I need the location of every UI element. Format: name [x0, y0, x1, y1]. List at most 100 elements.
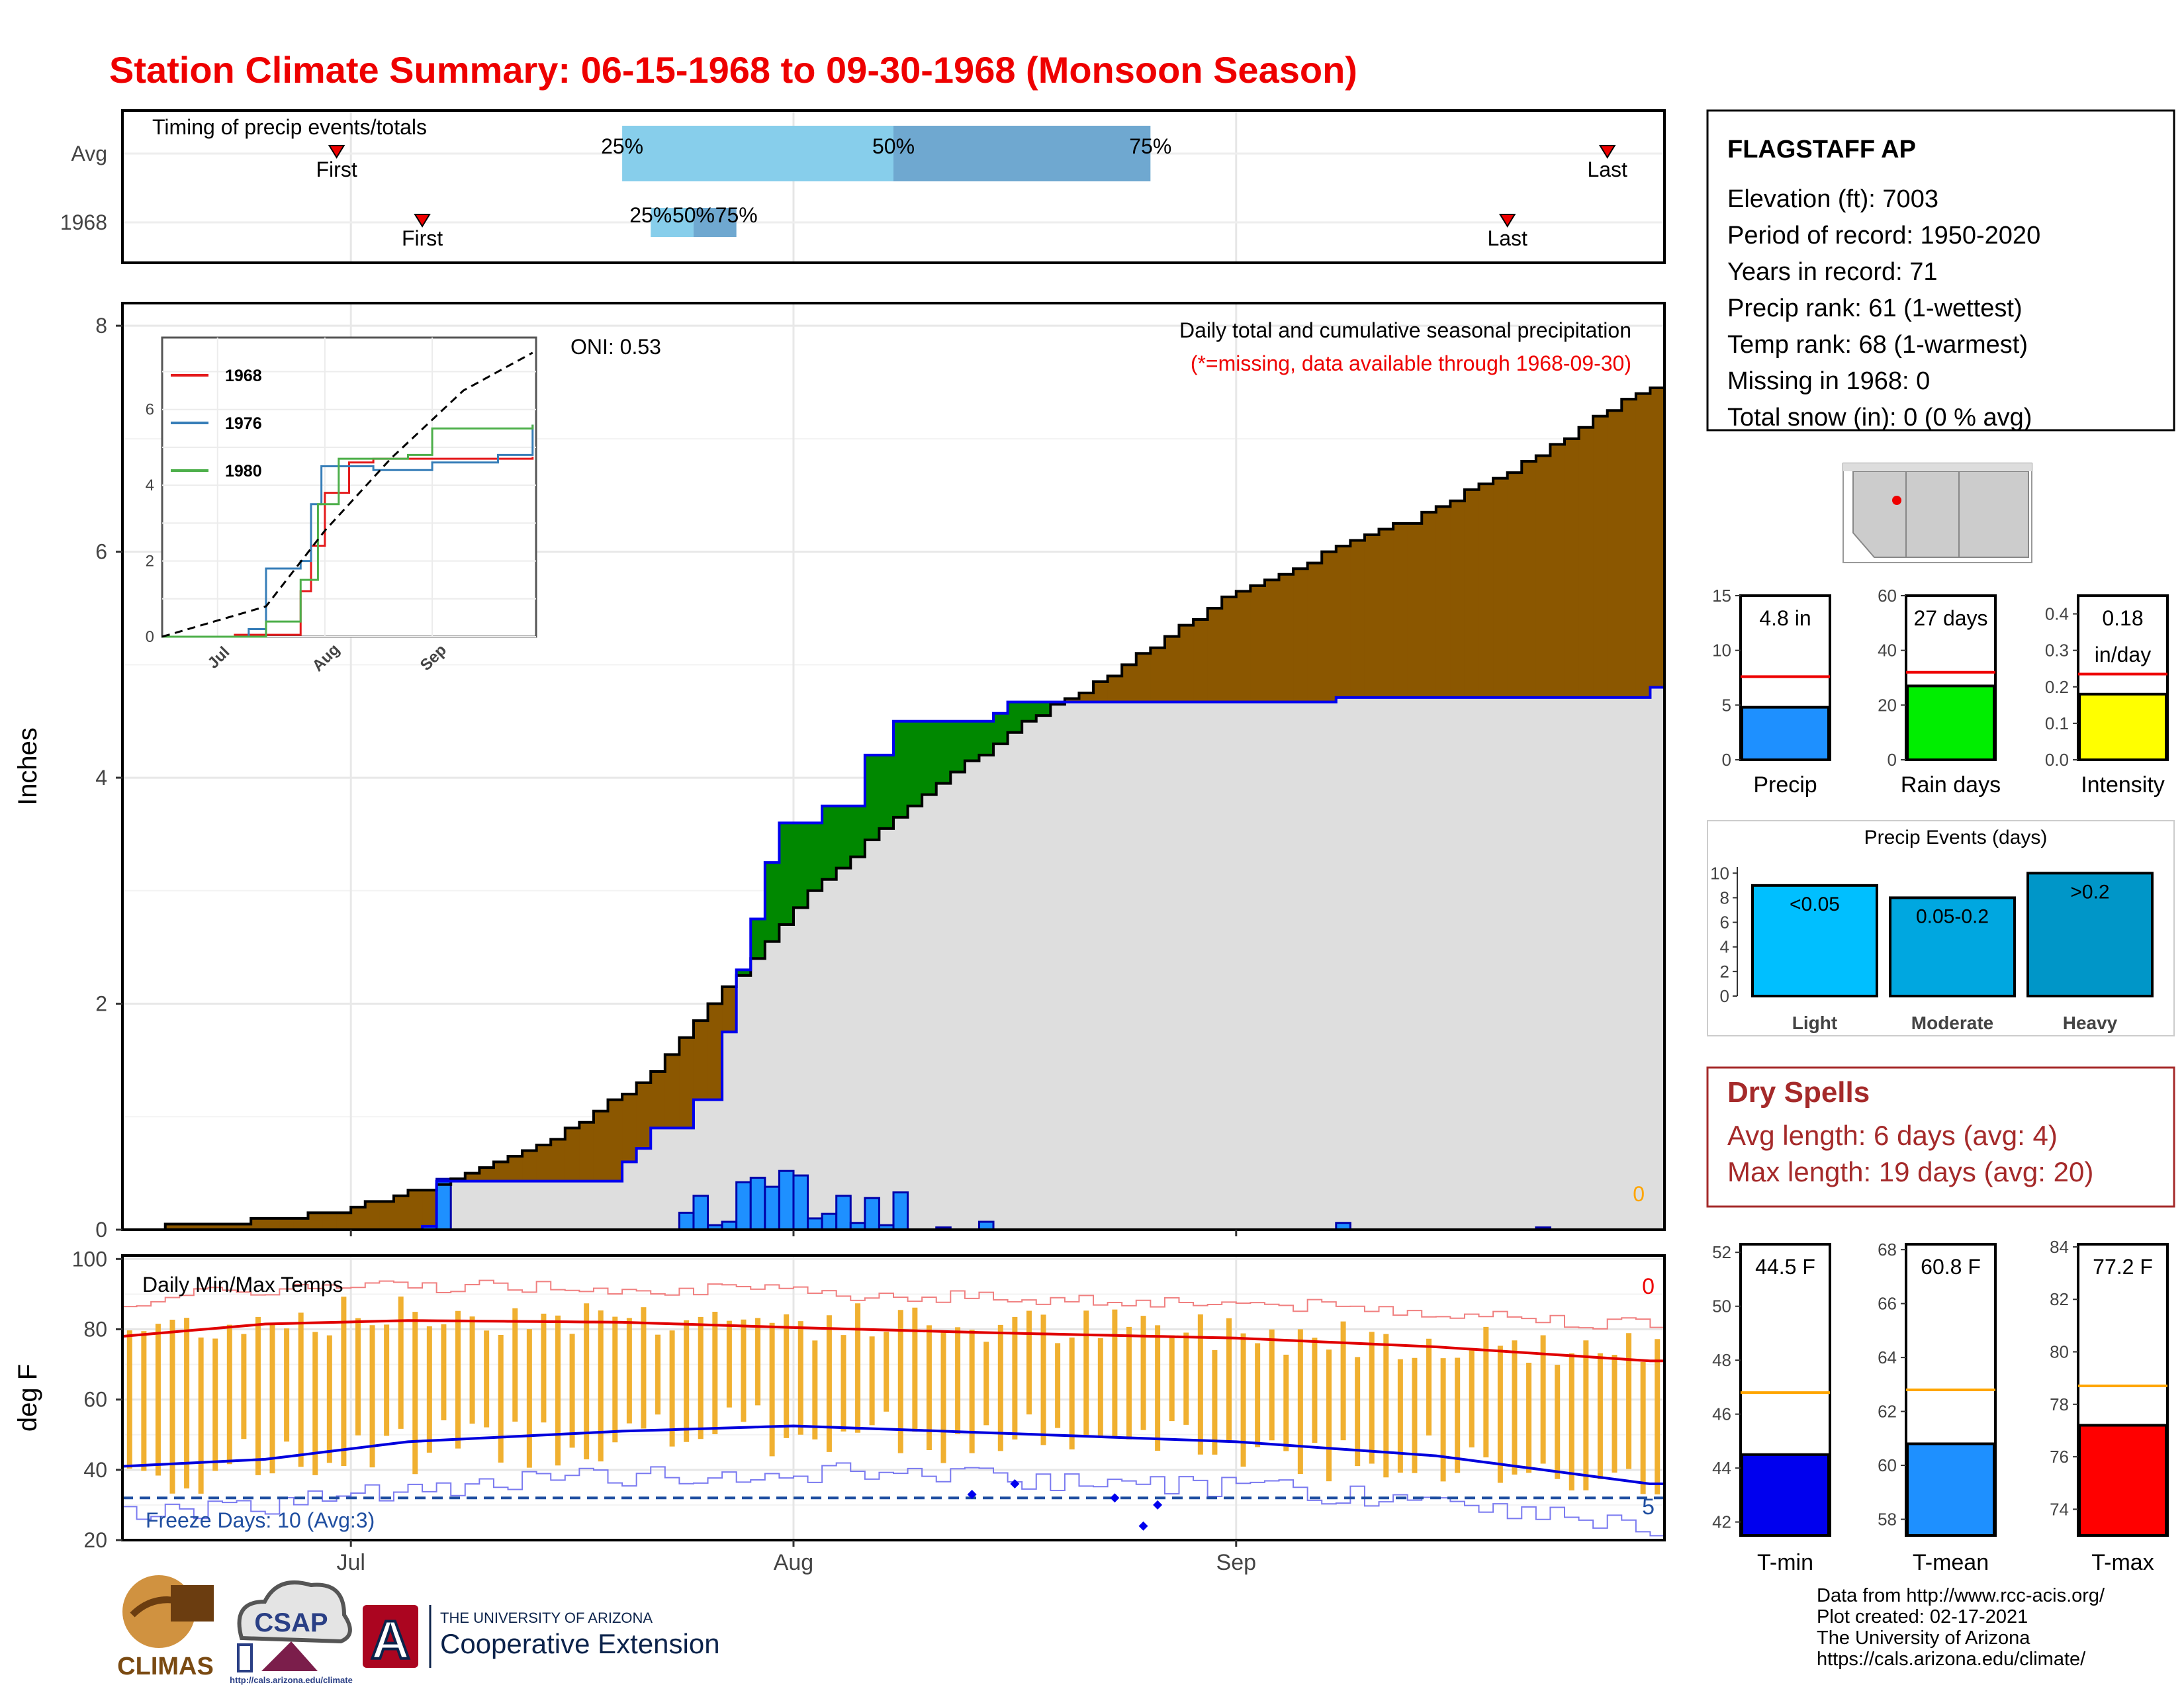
freeze-marker: [967, 1489, 977, 1499]
deficit-fill: [1064, 698, 1079, 702]
events-category-label: Light: [1792, 1013, 1837, 1033]
surplus-fill: [836, 805, 851, 868]
deficit-fill: [1407, 523, 1422, 698]
surplus-fill: [1036, 702, 1051, 716]
deficit-fill: [608, 1099, 623, 1181]
deficit-fill: [165, 1224, 180, 1230]
temp-bar-value: [2078, 1424, 2167, 1537]
deficit-fill: [308, 1212, 323, 1230]
precip-subtitle: Daily total and cumulative seasonal prec…: [1179, 318, 1631, 342]
timing-row-avg-label: Avg: [71, 142, 107, 165]
deficit-fill: [393, 1195, 408, 1230]
inset-legend-label: 1980: [225, 462, 262, 480]
bar-panel-tick-label: 15: [1712, 586, 1731, 606]
events-category-label: Moderate: [1911, 1013, 1993, 1033]
footer-line-created: Plot created: 02-17-2021: [1817, 1606, 2028, 1627]
deficit-fill: [1535, 455, 1551, 698]
temp-x-tick-label: Aug: [774, 1550, 814, 1575]
deficit-fill: [1464, 489, 1480, 698]
events-tick-label: 0: [1720, 986, 1729, 1006]
deficit-fill: [651, 1071, 666, 1128]
temp-bar-tick-label: 60: [1878, 1455, 1897, 1475]
station-elevation: Elevation (ft): 7003: [1727, 185, 1938, 213]
deficit-fill: [1093, 681, 1109, 702]
deficit-fill: [422, 1190, 437, 1226]
bar-panel-name: Intensity: [2081, 772, 2165, 798]
locator-map: [1843, 463, 2032, 563]
footer-credits: Data from http://www.rcc-acis.org/ Plot …: [1817, 1585, 2105, 1670]
temp-title: Daily Min/Max Temps: [142, 1273, 343, 1297]
deficit-fill: [465, 1173, 480, 1181]
temperature-bar-panels: 44.5 F T-min 42 44 46 48 50 52 60.8 F T-mean 58 60 6…: [1712, 1237, 2169, 1575]
inset-legend-label: 1976: [225, 414, 262, 433]
temp-y-tick-label: 20: [83, 1528, 107, 1552]
surplus-fill: [779, 823, 794, 925]
timing-p50-label: 50%: [872, 134, 915, 158]
timing-first-marker: [414, 214, 431, 228]
daily-precip-bar: [692, 1195, 709, 1231]
temp-count-top: 0: [1642, 1274, 1655, 1299]
bar-panel-tick-label: 60: [1878, 586, 1897, 606]
deficit-fill: [1279, 574, 1294, 702]
bar-panel-value-bar: [2078, 692, 2167, 762]
surplus-fill: [807, 823, 823, 891]
deficit-fill: [351, 1207, 366, 1230]
freeze-marker: [1153, 1500, 1163, 1510]
bar-panel-tick-label: 20: [1878, 695, 1897, 715]
temp-bar-tick-label: 46: [1712, 1404, 1731, 1424]
surplus-fill: [907, 721, 923, 806]
deficit-fill: [1293, 569, 1308, 702]
state-shape-north: [1843, 463, 2032, 471]
missing-note: (*=missing, data available through 1968-…: [1191, 351, 1631, 375]
temp-bar-tick-label: 50: [1712, 1297, 1731, 1316]
deficit-fill: [536, 1144, 551, 1181]
daily-precip-bar: [821, 1212, 838, 1231]
deficit-fill: [679, 1037, 694, 1128]
daily-precip-bar: [735, 1181, 752, 1231]
climas-logo: CLIMAS: [117, 1575, 214, 1680]
deficit-fill: [622, 1094, 637, 1162]
ua-extension-logo: A THE UNIVERSITY OF ARIZONA Cooperative …: [363, 1605, 720, 1672]
deficit-fill: [508, 1156, 523, 1181]
temp-bar-tick-label: 78: [2050, 1394, 2069, 1414]
station-missing: Missing in 1968: 0: [1727, 367, 1930, 395]
dry-spells-title: Dry Spells: [1727, 1076, 1870, 1109]
surplus-fill: [879, 754, 894, 829]
dry-spells-avg: Avg length: 6 days (avg: 4): [1727, 1120, 2058, 1151]
timing-panel: Timing of precip events/totals Avg 1968 …: [60, 109, 1666, 264]
deficit-fill: [1193, 619, 1208, 702]
ua-a-letter: A: [371, 1610, 410, 1670]
bar-panel-value-bar: [1906, 684, 1995, 762]
timing-p75-label: 75%: [715, 203, 758, 227]
deficit-fill: [1164, 636, 1179, 702]
deficit-fill: [1635, 393, 1651, 698]
station-name: FLAGSTAFF AP: [1727, 136, 1916, 163]
temp-bar-value: [1741, 1453, 1830, 1537]
deficit-fill: [1207, 608, 1222, 702]
deficit-fill: [1222, 596, 1237, 702]
surplus-fill: [822, 805, 837, 880]
temp-bar-tick-label: 84: [2050, 1237, 2069, 1257]
temp-bar-tick-label: 64: [1878, 1348, 1897, 1367]
page-title: Station Climate Summary: 06-15-1968 to 0…: [109, 49, 1357, 91]
events-tick-label: 6: [1720, 913, 1729, 933]
temp-bar-name: T-min: [1757, 1550, 1813, 1575]
station-period: Period of record: 1950-2020: [1727, 222, 2040, 250]
surplus-fill: [979, 721, 994, 755]
surplus-fill: [736, 970, 751, 976]
station-location-dot: [1892, 496, 1901, 505]
temp-count-bottom: 5: [1642, 1494, 1655, 1520]
station-info-box: FLAGSTAFF AP Elevation (ft): 7003 Period…: [1706, 109, 2175, 432]
deficit-fill: [593, 1111, 609, 1181]
daily-precip-bar: [778, 1169, 795, 1231]
precip-events-panel: Precip Events (days) 0 2 4 6 8 10 <0.05 Light 0.…: [1707, 820, 2175, 1036]
bar-panel-value-bar: [1741, 706, 1830, 762]
temp-bar-value-label: 60.8 F: [1921, 1255, 1981, 1279]
deficit-fill: [1422, 512, 1437, 698]
daily-precip-bar: [835, 1195, 852, 1231]
temp-bar-tick-label: 80: [2050, 1342, 2069, 1362]
deficit-fill: [1550, 444, 1565, 698]
timing-p25-label: 25%: [601, 134, 643, 158]
